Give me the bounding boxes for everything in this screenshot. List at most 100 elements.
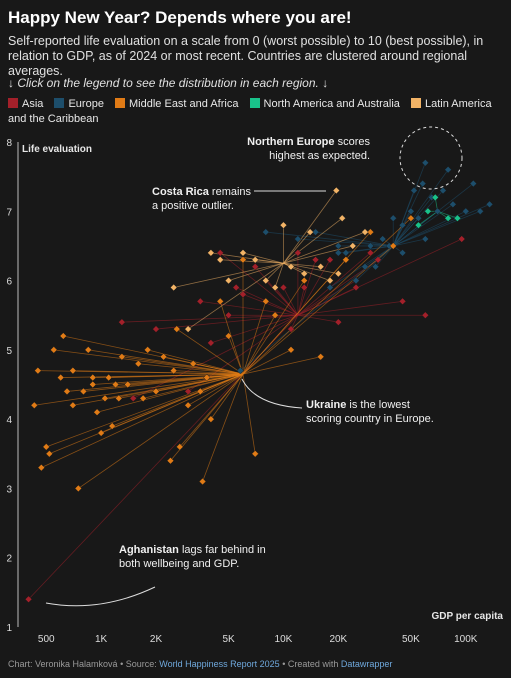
data-point-asia[interactable] <box>334 318 342 326</box>
data-point-middle-east-and-africa[interactable] <box>189 360 197 368</box>
legend-item-europe[interactable]: Europe <box>54 98 104 110</box>
data-point-asia[interactable] <box>196 297 204 305</box>
data-point-middle-east-and-africa[interactable] <box>69 401 77 409</box>
data-point-middle-east-and-africa[interactable] <box>57 373 65 382</box>
data-point-asia[interactable] <box>326 256 334 264</box>
data-point-europe[interactable] <box>389 214 397 222</box>
data-point-asia[interactable] <box>374 256 382 264</box>
data-point-latin-america-and-the-caribbean[interactable] <box>279 221 288 229</box>
data-point-europe[interactable] <box>439 186 447 195</box>
data-point-latin-america-and-the-caribbean[interactable] <box>207 249 215 257</box>
data-point-middle-east-and-africa[interactable] <box>173 325 181 333</box>
data-point-middle-east-and-africa[interactable] <box>166 457 175 465</box>
data-point-middle-east-and-africa[interactable] <box>198 477 207 486</box>
data-point-asia[interactable] <box>398 297 407 305</box>
data-point-latin-america-and-the-caribbean[interactable] <box>317 263 325 271</box>
data-point-asia[interactable] <box>239 290 247 299</box>
data-point-europe[interactable] <box>410 186 418 195</box>
data-point-asia[interactable] <box>251 263 259 271</box>
data-point-europe[interactable] <box>433 207 442 215</box>
data-point-middle-east-and-africa[interactable] <box>139 394 147 402</box>
data-point-europe[interactable] <box>236 367 244 375</box>
data-point-middle-east-and-africa[interactable] <box>124 380 132 389</box>
data-point-middle-east-and-africa[interactable] <box>89 380 97 389</box>
data-point-middle-east-and-africa[interactable] <box>30 401 38 409</box>
data-point-middle-east-and-africa[interactable] <box>251 450 259 458</box>
data-point-latin-america-and-the-caribbean[interactable] <box>338 214 346 222</box>
data-point-europe[interactable] <box>366 242 375 250</box>
data-point-middle-east-and-africa[interactable] <box>101 394 109 402</box>
data-point-middle-east-and-africa[interactable] <box>317 353 325 361</box>
data-point-middle-east-and-africa[interactable] <box>134 360 142 368</box>
data-point-asia[interactable] <box>421 311 429 319</box>
data-point-asia[interactable] <box>224 311 233 319</box>
data-point-middle-east-and-africa[interactable] <box>69 367 77 375</box>
data-point-middle-east-and-africa[interactable] <box>34 367 42 375</box>
data-point-middle-east-and-africa[interactable] <box>50 346 58 354</box>
data-point-asia[interactable] <box>311 256 320 264</box>
data-point-middle-east-and-africa[interactable] <box>89 373 97 382</box>
data-point-europe[interactable] <box>342 249 350 257</box>
data-point-europe[interactable] <box>311 228 320 236</box>
data-point-middle-east-and-africa[interactable] <box>389 242 397 250</box>
data-point-europe[interactable] <box>262 228 270 236</box>
data-point-middle-east-and-africa[interactable] <box>79 387 88 396</box>
data-point-north-america-and-australia[interactable] <box>414 221 423 229</box>
data-point-europe[interactable] <box>449 200 457 208</box>
data-point-north-america-and-australia[interactable] <box>444 214 452 222</box>
data-point-asia[interactable] <box>232 283 240 292</box>
data-point-middle-east-and-africa[interactable] <box>224 332 233 340</box>
data-point-europe[interactable] <box>444 166 452 174</box>
data-point-europe[interactable] <box>294 235 302 243</box>
data-point-europe[interactable] <box>462 207 470 215</box>
data-point-middle-east-and-africa[interactable] <box>37 464 45 472</box>
data-point-middle-east-and-africa[interactable] <box>342 256 350 264</box>
data-point-latin-america-and-the-caribbean[interactable] <box>216 256 224 264</box>
data-point-asia[interactable] <box>366 249 375 257</box>
data-point-middle-east-and-africa[interactable] <box>207 415 215 423</box>
data-point-europe[interactable] <box>469 179 477 188</box>
data-point-asia[interactable] <box>287 325 295 333</box>
footer-source-link[interactable]: World Happiness Report 2025 <box>159 659 280 669</box>
data-point-middle-east-and-africa[interactable] <box>84 346 92 354</box>
data-point-asia[interactable] <box>279 283 288 292</box>
data-point-asia[interactable] <box>207 339 215 347</box>
data-point-europe[interactable] <box>421 159 429 167</box>
data-point-europe[interactable] <box>398 249 407 257</box>
data-point-asia[interactable] <box>152 325 160 333</box>
data-point-latin-america-and-the-caribbean[interactable] <box>170 283 178 292</box>
data-point-middle-east-and-africa[interactable] <box>108 422 116 430</box>
data-point-middle-east-and-africa[interactable] <box>152 387 160 396</box>
data-point-europe[interactable] <box>476 207 484 215</box>
data-point-middle-east-and-africa[interactable] <box>144 346 152 354</box>
data-point-middle-east-and-africa[interactable] <box>59 332 67 340</box>
data-point-europe[interactable] <box>361 263 369 271</box>
data-point-middle-east-and-africa[interactable] <box>184 401 192 409</box>
data-point-middle-east-and-africa[interactable] <box>97 429 105 437</box>
data-point-asia[interactable] <box>458 235 466 243</box>
data-point-middle-east-and-africa[interactable] <box>287 346 295 354</box>
data-point-north-america-and-australia[interactable] <box>424 207 432 215</box>
data-point-latin-america-and-the-caribbean[interactable] <box>334 270 342 278</box>
data-point-north-america-and-australia[interactable] <box>431 193 439 202</box>
data-point-asia[interactable] <box>294 249 302 257</box>
legend-item-asia[interactable]: Asia <box>8 98 43 110</box>
data-point-latin-america-and-the-caribbean[interactable] <box>262 276 270 285</box>
data-point-europe[interactable] <box>379 235 387 243</box>
data-point-middle-east-and-africa[interactable] <box>42 443 50 451</box>
data-point-middle-east-and-africa[interactable] <box>170 367 178 375</box>
legend-item-middle-east-africa[interactable]: Middle East and Africa <box>115 98 238 110</box>
data-point-middle-east-and-africa[interactable] <box>262 297 270 305</box>
data-point-middle-east-and-africa[interactable] <box>115 394 123 402</box>
data-point-middle-east-and-africa[interactable] <box>105 373 113 382</box>
data-point-asia[interactable] <box>352 283 360 292</box>
data-point-latin-america-and-the-caribbean[interactable] <box>239 249 247 257</box>
data-point-europe[interactable] <box>371 263 380 271</box>
data-point-middle-east-and-africa[interactable] <box>196 387 204 396</box>
legend-item-latin-america[interactable]: Latin America and the Caribbean <box>8 98 492 125</box>
data-point-middle-east-and-africa[interactable] <box>366 228 375 236</box>
data-point-europe[interactable] <box>398 221 407 229</box>
data-point-europe[interactable] <box>419 179 427 188</box>
data-point-latin-america-and-the-caribbean[interactable] <box>300 270 308 278</box>
data-point-europe[interactable] <box>421 235 429 243</box>
